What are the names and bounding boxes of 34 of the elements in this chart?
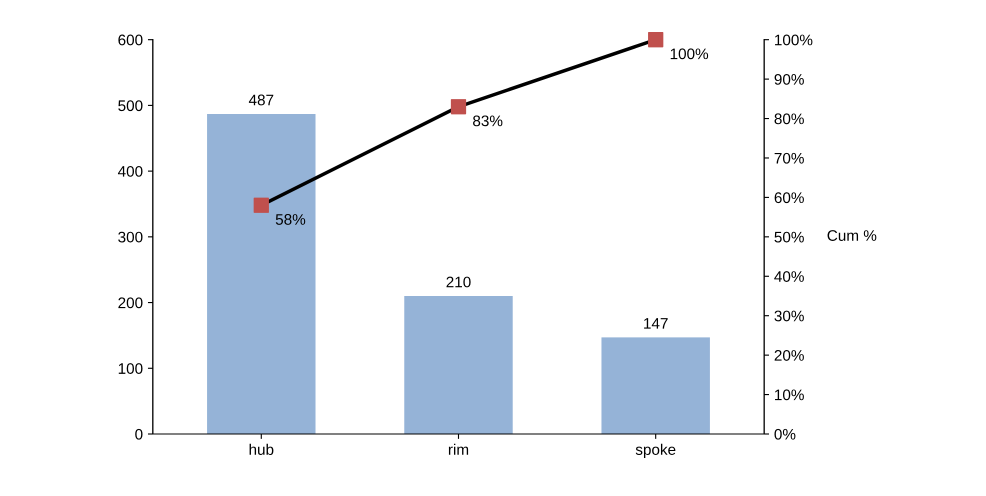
y-tick-label: 200 bbox=[118, 297, 143, 308]
y-tick-label: 600 bbox=[118, 34, 143, 46]
data-label: 487 bbox=[248, 94, 274, 106]
point bbox=[648, 32, 664, 48]
y-tick-label: 0 bbox=[135, 428, 143, 440]
data-label: 83% bbox=[473, 115, 502, 126]
bar bbox=[207, 114, 316, 434]
bar bbox=[601, 337, 710, 434]
bar bbox=[404, 296, 513, 434]
y2-tick-label: 0% bbox=[774, 428, 796, 440]
y2-tick-label: 50% bbox=[774, 232, 804, 243]
y2-tick-label: 30% bbox=[774, 310, 804, 322]
y2-axis-title: Cum % bbox=[828, 230, 876, 241]
y-tick-label: 300 bbox=[118, 232, 143, 243]
y2-tick-label: 70% bbox=[774, 152, 804, 164]
y2-tick-label: 20% bbox=[774, 350, 804, 361]
y-tick-label: 400 bbox=[118, 166, 143, 177]
y2-tick-label: 90% bbox=[774, 74, 804, 85]
y2-tick-label: 10% bbox=[775, 389, 804, 400]
x-tick-label: spoke bbox=[636, 444, 676, 458]
y-tick-label: 100 bbox=[118, 363, 143, 374]
data-label: 58% bbox=[276, 214, 306, 225]
point bbox=[450, 99, 466, 114]
x-tick-label: hub bbox=[250, 444, 274, 455]
y2-tick-label: 60% bbox=[774, 192, 804, 204]
data-label: 147 bbox=[644, 318, 668, 329]
y2-tick-label: 100% bbox=[775, 34, 812, 46]
y-tick-label: 500 bbox=[118, 100, 143, 112]
y2-tick-label: 40% bbox=[774, 271, 804, 282]
point bbox=[254, 198, 269, 213]
data-label: 210 bbox=[446, 276, 471, 288]
data-label: 100% bbox=[670, 48, 708, 60]
x-tick-label: rim bbox=[448, 444, 468, 455]
y2-tick-label: 80% bbox=[774, 113, 804, 124]
